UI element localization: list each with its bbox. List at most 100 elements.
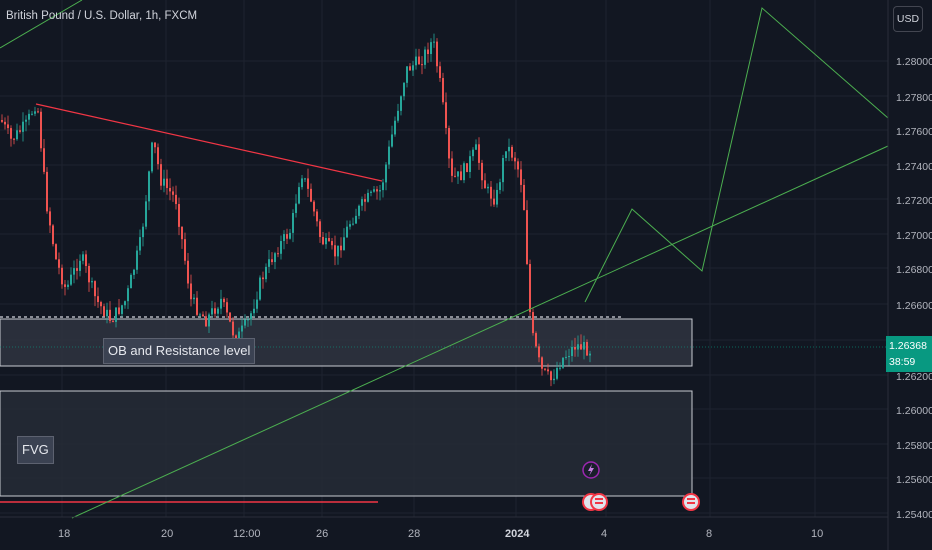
candle-body — [25, 119, 27, 122]
candle-body — [535, 333, 537, 347]
candle-body — [70, 274, 72, 285]
candle-body — [79, 260, 81, 271]
candle-body — [481, 162, 483, 181]
candle-body — [163, 178, 165, 186]
candle-body — [250, 313, 252, 320]
time-tick: 4 — [601, 528, 608, 540]
us-flag-event-icon — [582, 493, 700, 511]
green-projection-path — [584, 7, 889, 303]
candle-body — [451, 158, 453, 176]
candle-body — [505, 151, 507, 158]
candle-body — [499, 182, 501, 190]
candle-body — [472, 149, 474, 157]
fvg-label[interactable]: FVG — [17, 436, 54, 464]
candle-body — [583, 342, 585, 350]
candle-body — [40, 111, 42, 149]
candle-body — [274, 253, 276, 263]
candle-body — [388, 146, 390, 165]
candle-body — [322, 236, 324, 245]
candle-body — [325, 238, 327, 245]
symbol-title[interactable]: British Pound / U.S. Dollar, 1h, FXCM — [6, 10, 198, 22]
candle-body — [73, 268, 75, 275]
candle-body — [58, 259, 60, 268]
price-tick: 1.27600 — [896, 126, 932, 138]
candle-body — [574, 346, 576, 350]
candle-body — [343, 237, 345, 251]
candle-body — [127, 288, 129, 302]
candle-body — [565, 356, 567, 358]
candle-body — [430, 42, 432, 55]
price-tick: 1.26000 — [896, 405, 932, 417]
candle-body — [67, 284, 69, 287]
time-tick: 8 — [706, 528, 713, 540]
candle-body — [397, 110, 399, 121]
candle-body — [151, 142, 153, 172]
candle-body — [265, 266, 267, 280]
candle-body — [283, 234, 285, 242]
candle-body — [106, 309, 108, 317]
green-rising-trendline — [71, 145, 889, 519]
candle-body — [520, 169, 522, 185]
candle-body — [577, 344, 579, 350]
candle-body — [478, 144, 480, 163]
candle-body — [352, 223, 354, 225]
candle-body — [310, 188, 312, 202]
candle-body — [424, 49, 426, 65]
candle-body — [547, 369, 549, 372]
current-price: 1.26368 — [889, 340, 927, 352]
candle-body — [589, 353, 591, 356]
candle-body — [94, 281, 96, 297]
candle-body — [403, 82, 405, 97]
candle-body — [82, 254, 84, 261]
candle-body — [334, 245, 336, 257]
green-trendline-topleft — [0, 0, 83, 49]
candle-body — [382, 182, 384, 191]
candle-body — [52, 225, 54, 245]
candle-body — [511, 146, 513, 158]
candle-body — [85, 254, 87, 267]
candle-body — [421, 64, 423, 66]
candle-body — [526, 210, 528, 265]
candle-body — [178, 204, 180, 227]
candle-body — [217, 308, 219, 314]
candle-body — [268, 259, 270, 267]
candle-body — [448, 128, 450, 159]
candle-body — [172, 191, 174, 195]
candle-body — [289, 232, 291, 239]
candle-body — [34, 111, 36, 114]
candle-body — [463, 163, 465, 181]
candle-body — [304, 178, 306, 180]
candle-body — [55, 244, 57, 260]
candle-body — [241, 325, 243, 332]
price-tick: 1.26200 — [896, 371, 932, 383]
time-tick: 12:00 — [233, 528, 261, 540]
ob-resistance-label[interactable]: OB and Resistance level — [103, 338, 256, 364]
candle-body — [142, 226, 144, 238]
candle-body — [568, 356, 570, 358]
candle-body — [295, 203, 297, 213]
candle-body — [412, 65, 414, 71]
candle-body — [529, 264, 531, 313]
candle-body — [301, 178, 303, 188]
candle-body — [457, 171, 459, 177]
candle-body — [541, 357, 543, 369]
candle-body — [103, 306, 105, 317]
currency-selector[interactable]: USD — [893, 6, 923, 32]
candle-body — [466, 163, 468, 172]
candle-body — [379, 190, 381, 192]
candle-body — [115, 307, 117, 322]
candle-body — [208, 314, 210, 327]
candle-body — [271, 259, 273, 263]
candle-body — [7, 124, 9, 129]
candle-body — [277, 253, 279, 255]
candle-body — [181, 226, 183, 240]
candle-body — [244, 319, 246, 326]
candle-body — [436, 41, 438, 67]
candle-body — [460, 171, 462, 181]
candle-body — [544, 368, 546, 370]
candle-body — [4, 121, 6, 125]
candle-body — [415, 56, 417, 66]
candle-body — [91, 281, 93, 283]
candle-body — [187, 260, 189, 284]
